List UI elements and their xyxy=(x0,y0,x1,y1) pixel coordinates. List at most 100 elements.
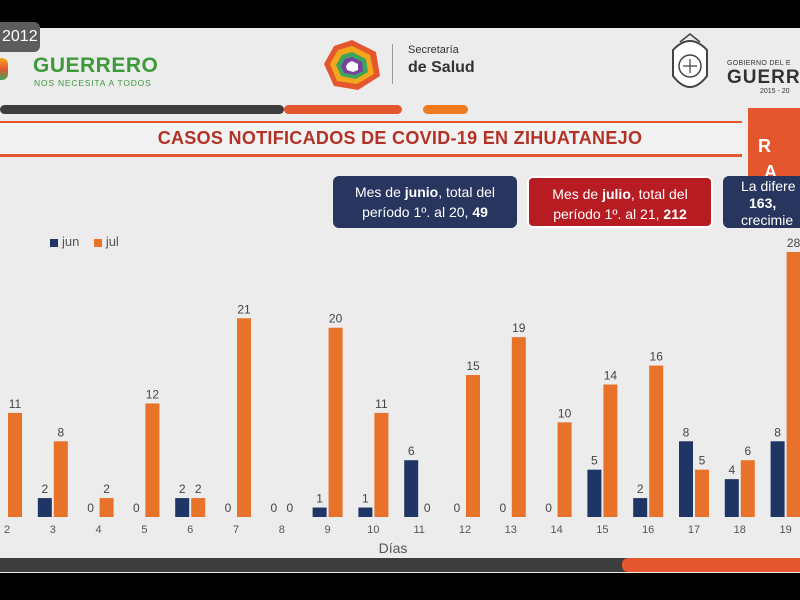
value-label-jul-4: 2 xyxy=(103,482,110,496)
june-callout-month: junio xyxy=(404,184,439,200)
value-label-jul-16: 16 xyxy=(650,350,664,364)
july-callout-month: julio xyxy=(602,186,631,202)
x-tick-11: 11 xyxy=(413,524,424,536)
value-label-jun-8: 0 xyxy=(270,501,277,515)
x-tick-18: 18 xyxy=(734,524,746,536)
bar-jul-18 xyxy=(740,460,755,517)
diff-callout-line3: crecimie xyxy=(741,212,794,228)
july-callout-mid: , total del xyxy=(630,186,688,202)
bar-jul-10 xyxy=(374,412,389,517)
x-tick-14: 14 xyxy=(550,524,562,536)
gobierno-logo: GOBIERNO DEL E GUERR 2015 - 20 xyxy=(665,32,800,102)
corner-badge: 2012 xyxy=(0,22,40,52)
x-tick-4: 4 xyxy=(96,524,102,536)
value-label-jul-5: 12 xyxy=(146,387,160,401)
bar-jun-11 xyxy=(404,460,419,517)
diff-callout-line1: La difere xyxy=(741,178,796,194)
value-label-jul-7: 21 xyxy=(237,302,251,316)
logo-separator xyxy=(392,44,393,84)
bar-jul-3 xyxy=(53,441,68,517)
gobierno-logo-line1: GOBIERNO DEL E xyxy=(727,60,791,67)
x-tick-15: 15 xyxy=(596,524,608,536)
footer-bar xyxy=(0,558,800,572)
bar-jun-15 xyxy=(587,469,602,517)
july-callout-pre: Mes de xyxy=(552,186,603,202)
bar-jul-17 xyxy=(695,469,709,517)
value-label-jul-18: 6 xyxy=(744,444,751,458)
x-tick-16: 16 xyxy=(642,524,654,536)
footer-accent xyxy=(622,558,800,572)
value-label-jun-16: 2 xyxy=(637,482,644,496)
title-background xyxy=(0,123,745,154)
value-label-jun-18: 4 xyxy=(728,463,735,477)
value-label-jul-19: 28 xyxy=(787,236,800,250)
value-label-jun-6: 2 xyxy=(179,482,186,496)
chart-title: CASOS NOTIFICADOS DE COVID-19 EN ZIHUATA… xyxy=(157,128,643,148)
june-callout-mid: , total del xyxy=(438,184,496,200)
header-strip-red xyxy=(284,105,402,114)
header-strip-dark xyxy=(0,105,284,114)
bar-jul-16 xyxy=(649,365,664,517)
june-callout-pre: Mes de xyxy=(354,184,405,200)
july-callout-total: 212 xyxy=(663,206,687,222)
guerrero-logo-name: GUERRERO xyxy=(33,54,159,77)
july-total-callout: Mes de julio, total del período 1º. al 2… xyxy=(527,176,713,228)
gobierno-logo-line2: GUERR xyxy=(727,67,800,88)
value-label-jun-14: 0 xyxy=(545,501,552,515)
guerrero-logo-mark xyxy=(0,58,8,80)
value-label-jul-13: 19 xyxy=(512,321,526,335)
value-label-jun-7: 0 xyxy=(225,501,232,515)
x-tick-2: 2 xyxy=(4,524,10,536)
value-label-jun-17: 8 xyxy=(683,425,690,439)
value-label-jun-10: 1 xyxy=(362,492,369,506)
salud-logo-line1: Secretaría xyxy=(408,44,459,56)
value-label-jun-19: 8 xyxy=(774,425,781,439)
x-tick-10: 10 xyxy=(367,524,379,536)
difference-callout: La difere 163, crecimie xyxy=(723,176,800,228)
june-total-callout: Mes de junio, total del período 1º. al 2… xyxy=(333,176,517,228)
value-label-jul-6: 2 xyxy=(195,482,202,496)
salud-logo-line2: de Salud xyxy=(408,59,475,76)
bar-jul-6 xyxy=(191,498,206,517)
value-label-jun-11: 6 xyxy=(408,444,415,458)
secretaria-salud-logo: Secretaría de Salud xyxy=(320,38,490,98)
salud-logo-icon xyxy=(324,40,380,90)
side-box-line1: R xyxy=(758,136,771,156)
june-callout-line2: período 1º. al 20, xyxy=(362,204,473,220)
gobierno-logo-line3: 2015 - 20 xyxy=(760,88,790,95)
bar-jul-15 xyxy=(603,384,618,517)
x-tick-12: 12 xyxy=(459,524,471,536)
bar-jul-4 xyxy=(99,498,114,517)
x-tick-3: 3 xyxy=(50,524,56,536)
june-callout-total: 49 xyxy=(472,204,488,220)
bar-jun-10 xyxy=(358,507,373,517)
guerrero-logo-tagline: NOS NECESITA A TODOS xyxy=(34,78,152,88)
value-label-jul-15: 14 xyxy=(604,369,618,383)
value-label-jul-12: 15 xyxy=(466,359,480,373)
value-label-jul-10: 11 xyxy=(375,397,388,411)
legend-label-jul: jul xyxy=(105,234,119,249)
value-label-jul-3: 8 xyxy=(57,425,64,439)
value-label-jun-3: 2 xyxy=(41,482,48,496)
bar-jun-3 xyxy=(37,498,52,517)
bar-jul-9 xyxy=(328,327,343,517)
value-label-jun-4: 0 xyxy=(87,501,94,515)
bar-jun-18 xyxy=(724,479,739,517)
chart-legend: jun jul xyxy=(50,234,119,249)
value-label-jun-15: 5 xyxy=(591,454,598,468)
x-tick-9: 9 xyxy=(325,524,331,536)
side-box: R A xyxy=(748,108,800,186)
state-crest-icon xyxy=(672,33,708,88)
bar-jul-2 xyxy=(8,412,22,517)
bar-jun-19 xyxy=(770,441,785,517)
value-label-jul-17: 5 xyxy=(699,454,706,468)
diff-callout-line2: 163, xyxy=(749,195,777,211)
x-tick-6: 6 xyxy=(187,524,193,536)
value-label-jun-12: 0 xyxy=(454,501,461,515)
x-axis-title: Días xyxy=(379,540,408,556)
legend-swatch-jun xyxy=(50,238,58,247)
x-tick-8: 8 xyxy=(279,524,285,536)
x-tick-13: 13 xyxy=(505,524,517,536)
slide: GUERRERO NOS NECESITA A TODOS Secretaría… xyxy=(0,28,800,573)
